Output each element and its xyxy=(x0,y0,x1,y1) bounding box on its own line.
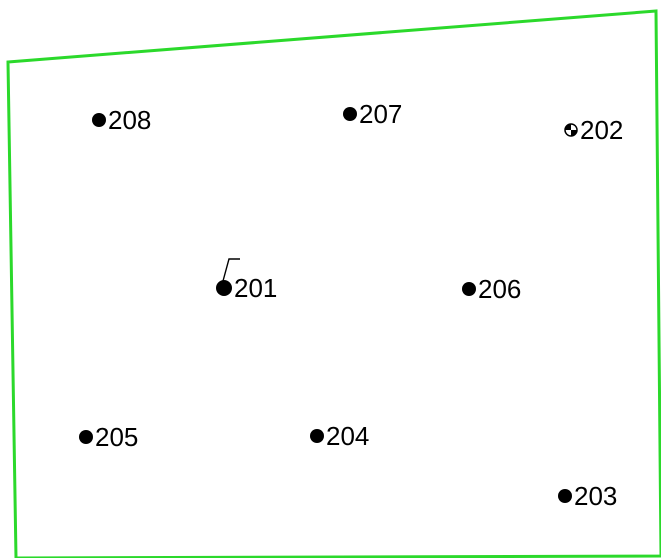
survey-point-206: 206 xyxy=(462,273,521,305)
filled-dot-icon xyxy=(92,113,106,127)
survey-point-205: 205 xyxy=(79,421,138,453)
filled-dot-icon xyxy=(462,282,476,296)
survey-point-203: 203 xyxy=(558,480,617,512)
survey-point-208: 208 xyxy=(92,104,151,136)
survey-point-204: 204 xyxy=(310,420,369,452)
point-label-208: 208 xyxy=(108,105,152,135)
filled-dot-icon xyxy=(310,429,324,443)
point-label-206: 206 xyxy=(478,274,522,304)
flag-icon xyxy=(222,258,240,282)
point-label-202: 202 xyxy=(580,115,624,145)
point-label-204: 204 xyxy=(326,421,370,451)
boundary-polygon xyxy=(6,9,661,558)
point-label-207: 207 xyxy=(359,99,403,129)
filled-dot-icon xyxy=(343,107,357,121)
control-point-icon xyxy=(564,123,578,137)
survey-point-202: 202 xyxy=(564,114,623,146)
filled-dot-icon xyxy=(558,489,572,503)
filled-dot-icon xyxy=(79,430,93,444)
point-label-201: 201 xyxy=(234,273,278,303)
survey-point-207: 207 xyxy=(343,98,402,130)
quartered-circle-icon xyxy=(564,123,578,137)
point-label-203: 203 xyxy=(574,481,618,511)
point-label-205: 205 xyxy=(95,422,139,452)
flagged-dot-icon xyxy=(216,258,240,296)
survey-point-201: 201 xyxy=(216,258,278,304)
